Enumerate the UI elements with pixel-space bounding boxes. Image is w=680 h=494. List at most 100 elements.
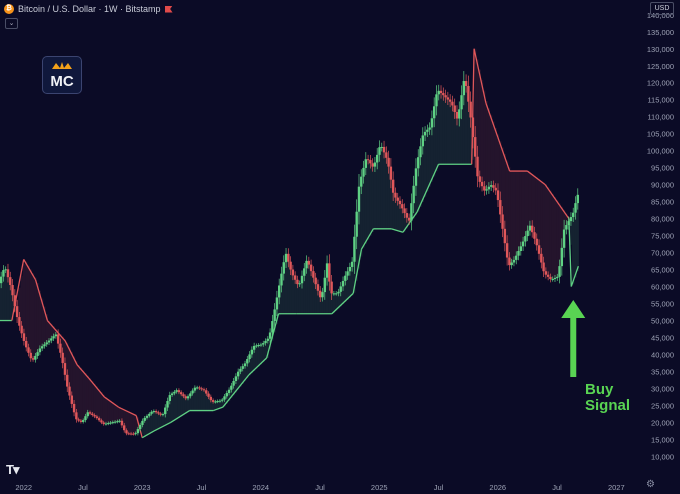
candle-body: [77, 419, 80, 421]
band-fill: [485, 101, 488, 191]
band-fill: [531, 173, 534, 226]
candle-body: [214, 401, 217, 403]
trail-stop-segment: [103, 396, 119, 408]
band-fill: [200, 388, 203, 411]
band-fill: [496, 134, 500, 191]
band-fill: [353, 261, 356, 293]
candle-body: [202, 389, 206, 391]
band-fill: [141, 424, 144, 435]
band-fill: [549, 190, 552, 277]
candle-body: [68, 386, 71, 396]
candle-body: [154, 411, 158, 413]
band-fill: [460, 109, 463, 165]
band-fill: [41, 298, 44, 349]
candle-body: [191, 390, 194, 394]
candle-body: [478, 176, 481, 182]
band-fill: [275, 309, 279, 324]
band-fill: [419, 157, 422, 207]
candle-body: [446, 97, 450, 100]
band-fill: [164, 414, 167, 426]
candle-body: [492, 185, 495, 188]
candle-body: [312, 271, 315, 278]
band-fill: [72, 356, 76, 404]
band-fill: [540, 180, 543, 254]
band-fill: [177, 390, 181, 418]
band-fill: [221, 400, 224, 408]
band-fill: [535, 177, 538, 239]
candle-body: [499, 200, 502, 215]
band-fill: [501, 147, 504, 215]
band-fill: [323, 292, 326, 314]
y-tick-label: 60,000: [651, 283, 674, 292]
band-fill: [369, 160, 372, 236]
candle-body: [565, 225, 568, 230]
band-fill: [79, 367, 83, 421]
band-fill: [476, 59, 479, 157]
candle-body: [524, 236, 527, 242]
band-fill: [102, 394, 105, 423]
band-fill: [503, 154, 506, 229]
candle-body: [15, 306, 19, 318]
band-fill: [478, 69, 481, 177]
candle-body: [316, 284, 320, 291]
trail-stop-segment: [416, 163, 440, 213]
candle-body: [309, 264, 313, 272]
band-fill: [553, 197, 557, 280]
candle-body: [56, 334, 60, 344]
candle-body: [209, 396, 213, 401]
symbol-title: Bitcoin / U.S. Dollar · 1W · Bitstamp: [18, 4, 161, 14]
trail-stop-segment: [141, 430, 155, 439]
candle-body: [107, 423, 110, 425]
candle-body: [207, 393, 210, 397]
band-fill: [47, 321, 51, 343]
band-fill: [510, 171, 513, 266]
candle-body: [476, 156, 479, 177]
candle-body: [405, 213, 409, 218]
candle-body: [530, 225, 534, 233]
band-fill: [398, 200, 402, 232]
band-fill: [68, 347, 71, 387]
candle-body: [419, 146, 422, 158]
y-tick-label: 85,000: [651, 198, 674, 207]
currency-select[interactable]: USD: [650, 2, 674, 15]
candle-body: [303, 268, 306, 276]
band-fill: [278, 297, 281, 316]
band-fill: [357, 211, 361, 269]
band-fill: [191, 393, 194, 411]
band-fill: [252, 349, 256, 371]
candle-body: [403, 208, 406, 214]
band-fill: [382, 146, 386, 229]
candle-body: [257, 344, 260, 346]
candle-body: [572, 212, 575, 218]
candle-body: [546, 274, 550, 277]
candle-body: [259, 344, 263, 346]
candle-body: [485, 189, 488, 191]
candle-body: [391, 179, 395, 193]
flag-icon[interactable]: [164, 5, 173, 13]
candle-body: [225, 393, 228, 397]
band-fill: [173, 393, 176, 421]
candle-body: [410, 203, 413, 221]
collapse-legend-button[interactable]: ⌄: [5, 18, 18, 29]
candle-body: [387, 157, 390, 167]
candle-body: [401, 204, 404, 209]
band-fill: [113, 403, 117, 423]
candle-body: [175, 390, 178, 392]
band-fill: [180, 392, 183, 417]
band-fill: [492, 121, 495, 186]
candle-body: [442, 93, 445, 96]
band-fill: [27, 265, 30, 348]
candle-body: [483, 186, 486, 191]
candle-body: [95, 416, 99, 419]
band-fill: [439, 90, 443, 165]
gear-icon[interactable]: ⚙: [646, 479, 655, 490]
candle-body: [232, 381, 235, 386]
y-tick-label: 35,000: [651, 367, 674, 376]
band-fill: [339, 291, 342, 307]
band-fill: [446, 97, 450, 165]
candle-body: [159, 413, 162, 415]
symbol-header[interactable]: ₿ Bitcoin / U.S. Dollar · 1W · Bitstamp: [4, 2, 173, 16]
band-fill: [508, 167, 511, 258]
candle-body: [389, 166, 393, 180]
